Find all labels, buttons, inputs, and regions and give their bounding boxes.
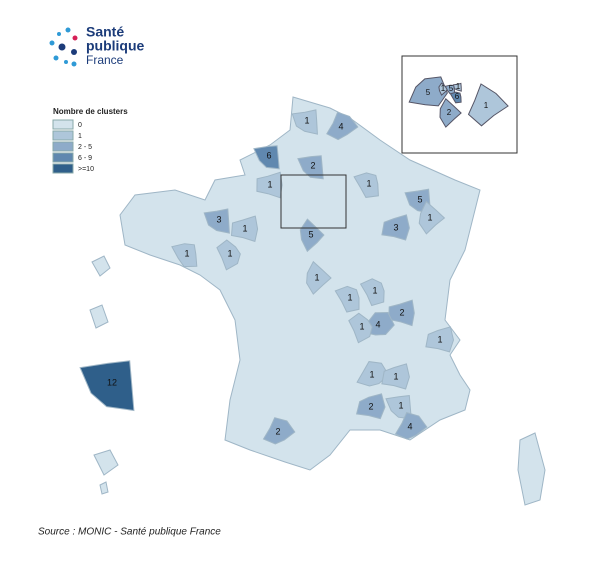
department-label: 3 xyxy=(216,214,221,224)
logo-text: France xyxy=(86,53,124,67)
department xyxy=(438,82,449,96)
department-label: 5 xyxy=(417,194,422,204)
department-label: 2 xyxy=(368,401,373,411)
legend-swatch xyxy=(52,152,74,163)
department xyxy=(256,171,283,199)
department-label: 3 xyxy=(393,222,398,232)
department xyxy=(326,111,359,141)
department xyxy=(381,214,410,241)
department-label: 2 xyxy=(310,160,315,170)
department xyxy=(418,200,446,235)
department-label: 1 xyxy=(366,178,371,188)
department-label: 5 xyxy=(426,88,431,97)
department xyxy=(408,76,448,107)
department-label: 6 xyxy=(455,92,460,101)
department xyxy=(348,312,373,344)
department-label: 1 xyxy=(369,369,374,379)
department-label: 1 xyxy=(393,371,398,381)
department-label: 4 xyxy=(407,421,412,431)
department xyxy=(203,208,230,234)
department xyxy=(467,83,509,127)
department-label: 2 xyxy=(447,108,452,117)
department-label: 1 xyxy=(314,272,319,282)
department-label: 4 xyxy=(375,319,380,329)
paris-box xyxy=(280,174,347,229)
department xyxy=(356,361,390,387)
department-label: 1 xyxy=(456,82,461,91)
department xyxy=(79,360,135,412)
department-label: 12 xyxy=(107,377,117,387)
department-label: 1 xyxy=(484,101,489,110)
legend-swatch xyxy=(52,141,74,152)
department xyxy=(449,91,462,104)
department xyxy=(359,278,385,307)
department xyxy=(381,363,410,390)
legend-swatch xyxy=(52,130,74,141)
department-label: 1 xyxy=(242,223,247,233)
corsica xyxy=(517,432,546,506)
department-label: 5 xyxy=(308,229,313,239)
department-label: 1 xyxy=(267,179,272,189)
department xyxy=(171,243,198,268)
legend-label: 2 - 5 xyxy=(78,144,92,151)
department xyxy=(452,82,462,92)
department-label: 1 xyxy=(227,248,232,258)
legend-label: >=10 xyxy=(78,166,94,173)
department xyxy=(253,145,280,170)
department xyxy=(334,285,360,313)
department xyxy=(262,417,296,445)
legend-label: 0 xyxy=(78,122,82,129)
department xyxy=(394,412,428,440)
department xyxy=(425,326,455,353)
department-label: 1 xyxy=(304,115,309,125)
department xyxy=(291,109,318,135)
logo-text: Santé xyxy=(86,24,124,40)
logo-text: publique xyxy=(86,38,145,54)
department-label: 1 xyxy=(347,292,352,302)
department-label: 1 xyxy=(437,334,442,344)
department-label: 1 xyxy=(441,84,446,93)
department-label: 1 xyxy=(372,285,377,295)
department xyxy=(439,98,462,128)
department-label: 5 xyxy=(449,84,454,93)
island xyxy=(93,449,119,476)
department xyxy=(388,299,415,327)
department xyxy=(355,393,386,420)
legend-swatch xyxy=(52,119,74,130)
department-label: 1 xyxy=(359,321,364,331)
department xyxy=(306,260,332,295)
department-label: 2 xyxy=(275,426,280,436)
island xyxy=(91,255,111,277)
legend-swatch xyxy=(52,163,74,174)
island xyxy=(89,304,109,329)
department-label: 2 xyxy=(399,307,404,317)
legend: 0 1 2 - 5 6 - 9 >=10 xyxy=(52,119,94,174)
department-label: 1 xyxy=(184,248,189,258)
department xyxy=(353,172,379,198)
department xyxy=(297,155,324,180)
department xyxy=(299,218,325,253)
department-label: 1 xyxy=(427,212,432,222)
legend-label: 1 xyxy=(78,133,82,140)
department xyxy=(216,239,241,271)
source: Source : MONIC - Santé publique France xyxy=(38,527,221,538)
department-label: 1 xyxy=(398,400,403,410)
department xyxy=(230,215,259,243)
department-label: 6 xyxy=(266,150,271,160)
legend-label: 6 - 9 xyxy=(78,155,92,162)
department-label: 4 xyxy=(338,121,343,131)
legend-title: Nombre de clusters xyxy=(53,107,128,116)
island xyxy=(99,481,109,495)
logo-dots xyxy=(49,27,78,67)
